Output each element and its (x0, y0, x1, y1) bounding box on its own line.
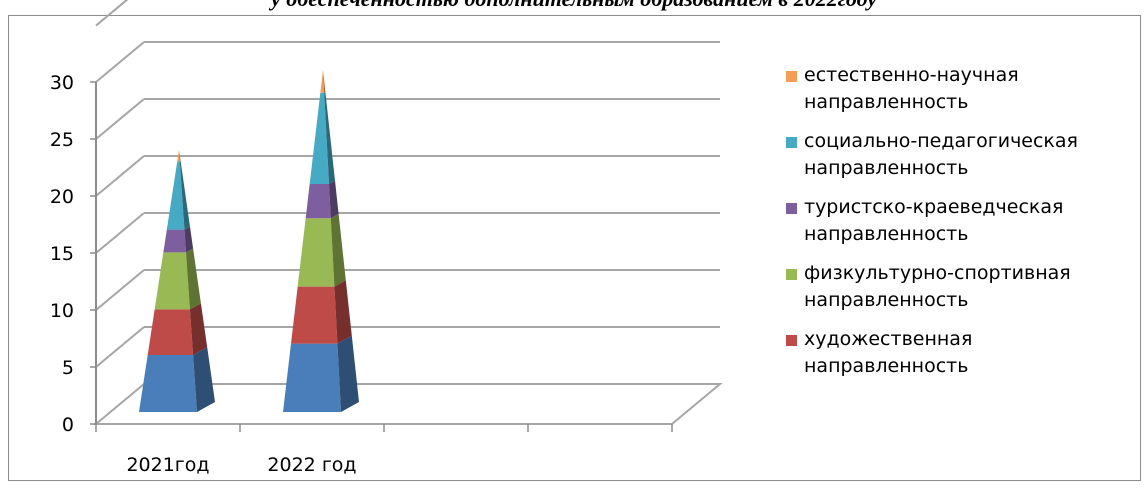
bar-segment-side (329, 180, 339, 219)
gridline-side (95, 155, 145, 197)
y-tick-label: 30 (50, 72, 74, 94)
legend-item-social-pedagogical: социально-педагогическая направленность (784, 128, 1134, 182)
x-tick-label: 2021год (126, 454, 209, 476)
bar-segment-side (186, 248, 201, 310)
y-tick-label: 25 (50, 129, 74, 151)
legend-swatch (786, 335, 797, 346)
chart-legend: естественно-научная направленность социа… (784, 62, 1134, 392)
gridline-side (95, 41, 145, 83)
y-tick-label: 5 (62, 357, 74, 379)
bar-segment-front (139, 355, 197, 412)
chart-title: у обеспеченностью дополнительным образов… (0, 0, 1148, 12)
bar-segment-front (177, 149, 180, 162)
legend-label: социально-педагогическая направленность (804, 130, 1078, 179)
y-tick-label: 10 (50, 300, 74, 322)
legend-label: художественная направленность (804, 328, 973, 377)
bar-segment-side (193, 347, 215, 412)
bar-segment-side (184, 226, 194, 253)
legend-label: физкультурно-спортивная направленность (804, 262, 1071, 311)
bar-segment-front (283, 343, 341, 412)
y-tick-label: 20 (50, 186, 74, 208)
bar-segment-side (179, 149, 181, 162)
bar-segment-front (305, 184, 331, 219)
x-tick-label: 2022 год (267, 454, 356, 476)
bar-segment-front (309, 92, 329, 184)
legend-swatch (786, 71, 797, 82)
bar-segment-front (320, 70, 325, 93)
gridline-top-side (95, 0, 129, 27)
legend-label: естественно-научная направленность (804, 64, 1019, 113)
bar-segment-side (330, 213, 346, 287)
gridline-side (95, 326, 145, 368)
bar-segment-front (291, 286, 338, 344)
bar-segment-front (163, 229, 187, 253)
y-tick-label: 0 (62, 414, 74, 436)
bar-segment-side (189, 303, 208, 355)
gridline-side (95, 269, 145, 311)
legend-item-sports: физкультурно-спортивная направленность (784, 260, 1134, 314)
legend-label: туристско-краеведческая направленность (804, 196, 1064, 245)
bar-segment-front (154, 252, 190, 310)
bar-segment-side (179, 160, 190, 230)
legend-item-natural-science: естественно-научная направленность (784, 62, 1134, 116)
bar-segment-side (324, 92, 335, 184)
legend-item-tourism: туристско-краеведческая направленность (784, 194, 1134, 248)
legend-swatch (786, 203, 797, 214)
bar-segment-side (337, 335, 359, 412)
legend-swatch (786, 137, 797, 148)
legend-item-artistic: художественная направленность (784, 326, 1134, 380)
legend-swatch (786, 269, 797, 280)
gridline-side (95, 212, 145, 254)
bar-segment-side (334, 280, 352, 344)
gridline-side (95, 98, 145, 140)
bar-segment-front (147, 309, 194, 355)
bar-segment-front (166, 161, 185, 230)
bar-segment-side (323, 70, 326, 93)
bar-segment-front (297, 218, 335, 287)
y-tick-label: 15 (50, 243, 74, 265)
